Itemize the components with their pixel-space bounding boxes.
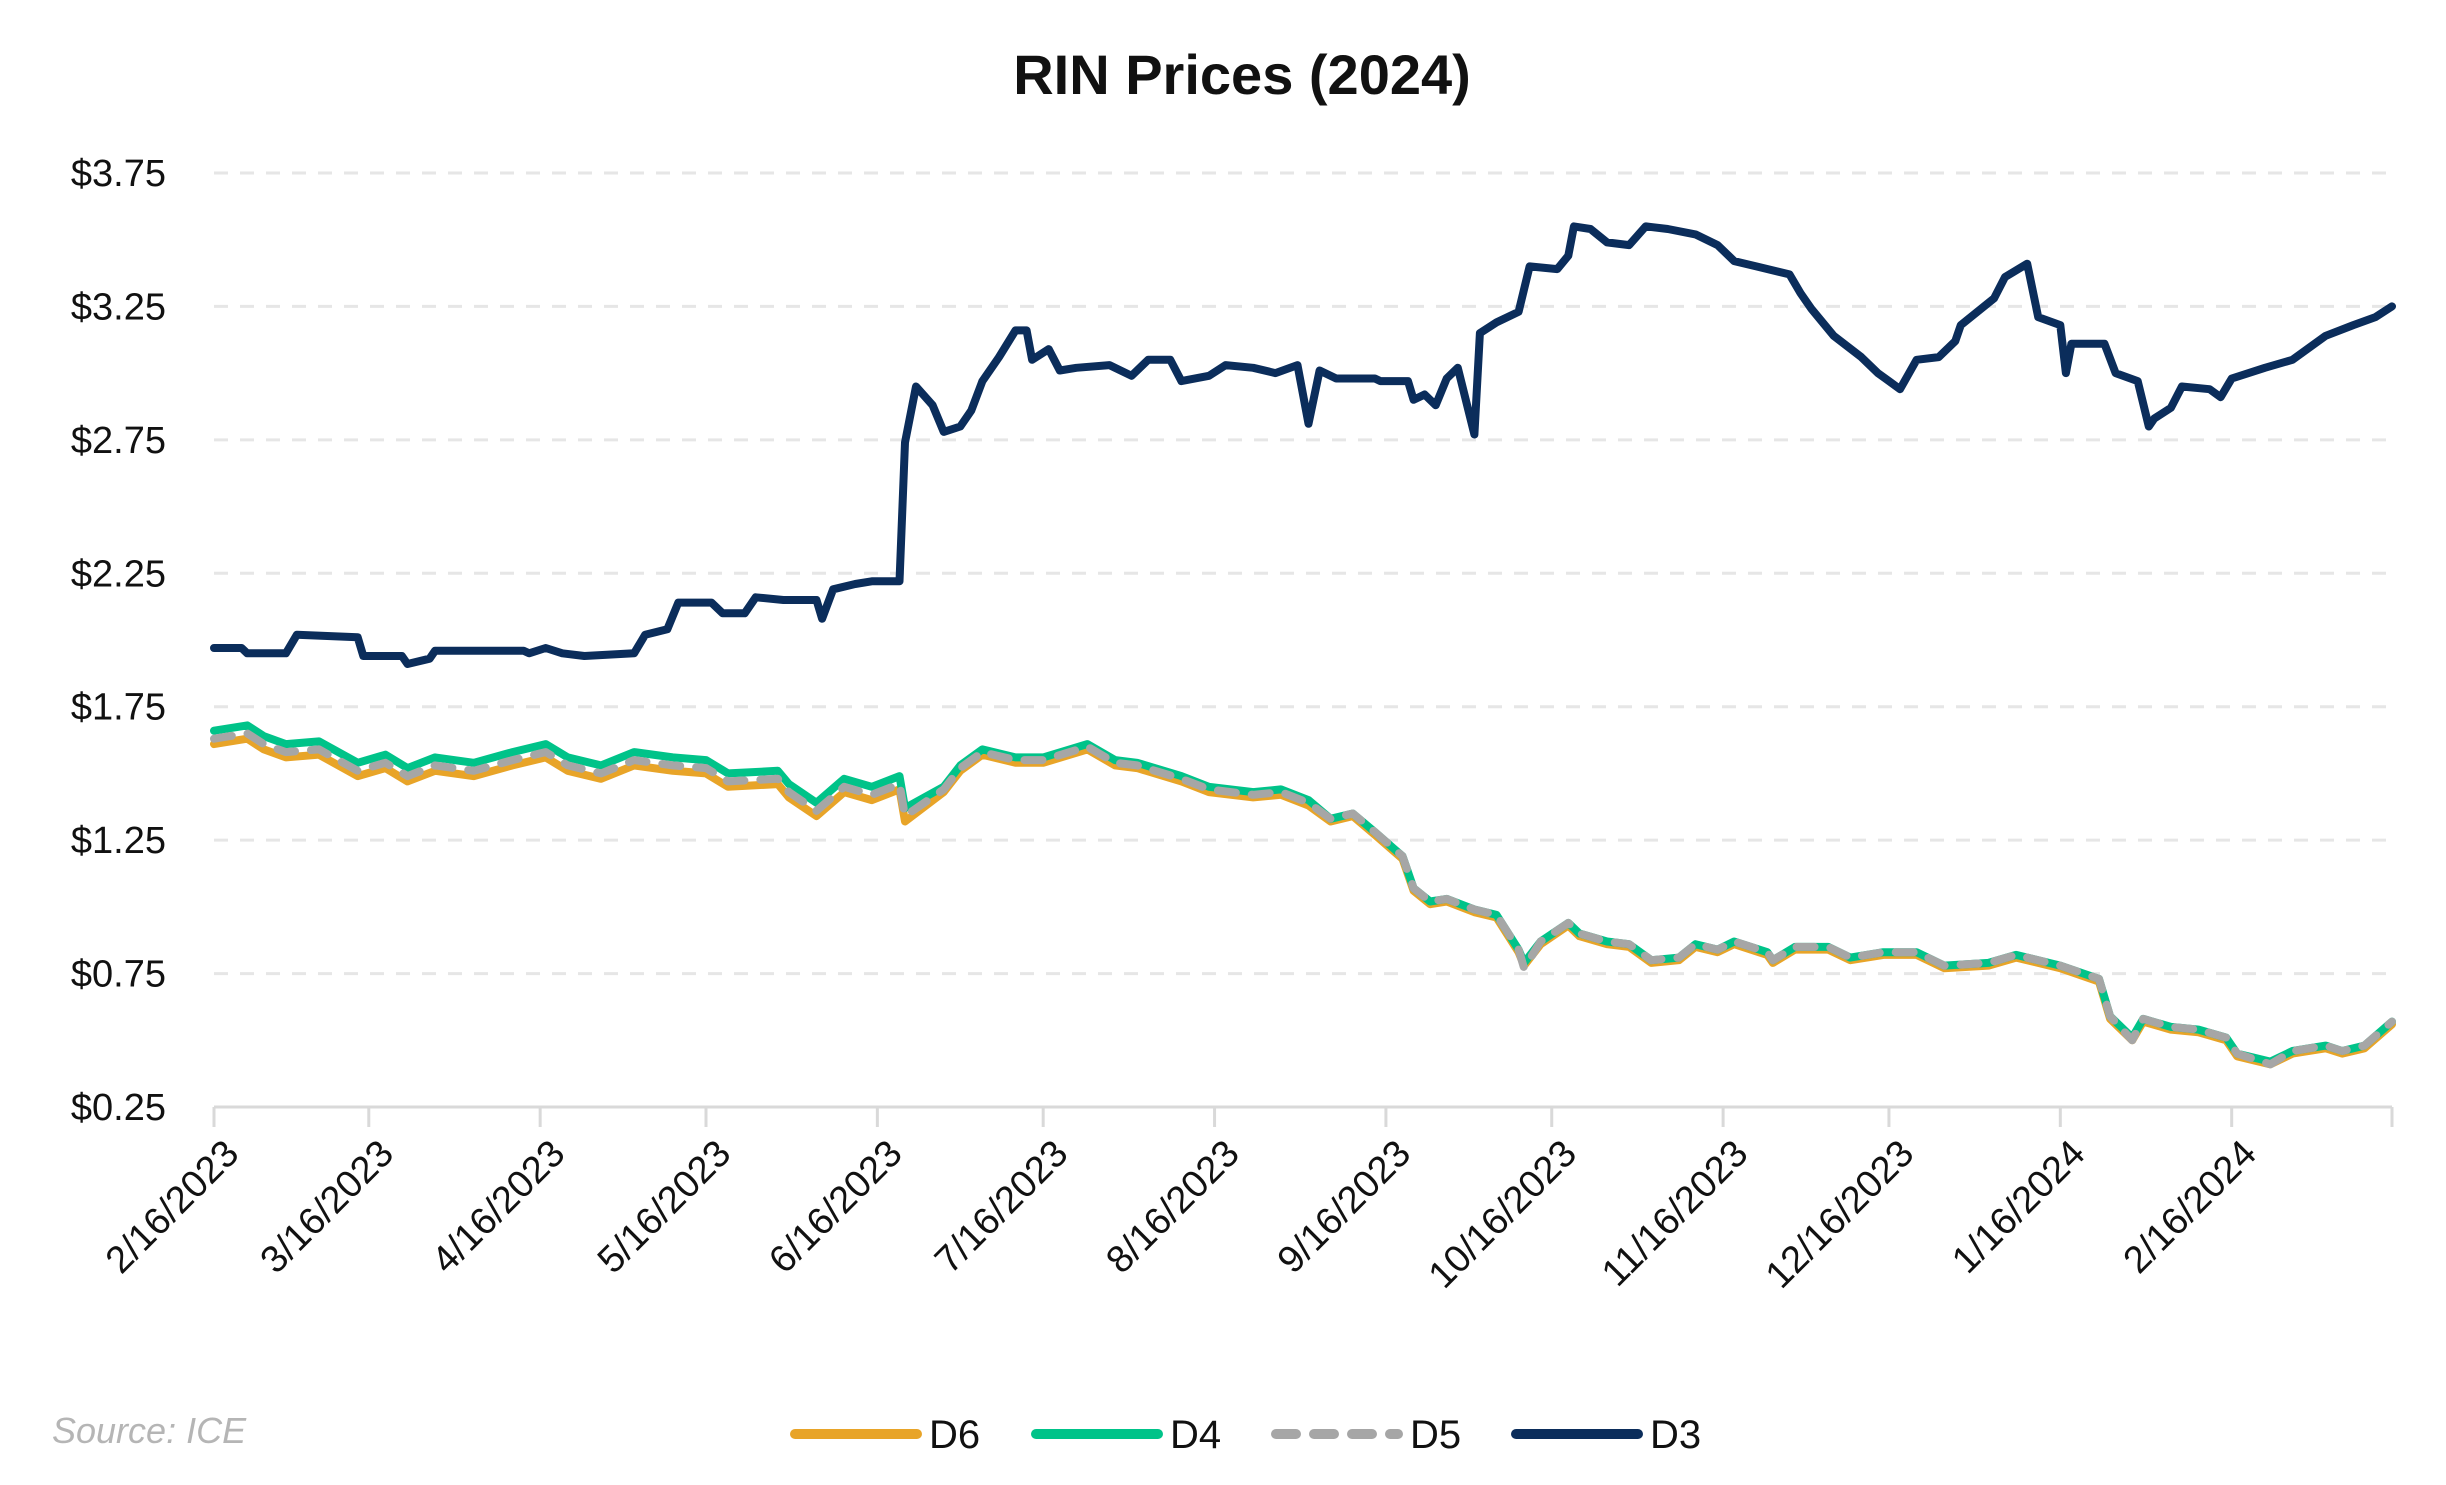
- x-tick-label: 8/16/2023: [1098, 1132, 1247, 1281]
- x-axis: 2/16/2023 3/16/2023 4/16/2023 5/16/2023 6/16…: [98, 1105, 2394, 1297]
- y-tick-label: $0.75: [71, 954, 166, 996]
- y-tick-label: $1.25: [71, 820, 166, 862]
- y-tick-label: $3.25: [71, 286, 166, 328]
- y-tick-label: $0.25: [71, 1087, 166, 1129]
- legend-label-d6: D6: [929, 1413, 980, 1457]
- y-axis: $0.25 $0.75 $1.25 $1.75 $2.25 $2.75 $3.25 $3.75: [71, 153, 166, 1129]
- legend-label-d3: D3: [1650, 1413, 1701, 1457]
- series-line-d4: [210, 721, 2396, 1066]
- x-tick-label: 10/16/2023: [1421, 1132, 1585, 1296]
- chart-title: RIN Prices (2024): [1013, 43, 1471, 106]
- gridlines: [214, 171, 2392, 976]
- y-tick-label: $1.75: [71, 687, 166, 729]
- x-tick-label: 12/16/2023: [1758, 1132, 1922, 1296]
- legend-label-d5: D5: [1410, 1413, 1461, 1457]
- x-tick-label: 2/16/2024: [2116, 1132, 2265, 1281]
- x-tick-label: 2/16/2023: [98, 1132, 247, 1281]
- x-tick-label: 11/16/2023: [1594, 1132, 1756, 1294]
- x-tick-label: 4/16/2023: [424, 1132, 573, 1281]
- series-lines: [210, 222, 2396, 1069]
- x-tick-label: 9/16/2023: [1270, 1132, 1419, 1281]
- y-tick-label: $2.25: [71, 553, 166, 595]
- y-tick-label: $3.75: [71, 153, 166, 195]
- source-note: Source: ICE: [52, 1410, 247, 1451]
- legend-label-d4: D4: [1170, 1413, 1221, 1457]
- x-tick-label: 3/16/2023: [253, 1132, 402, 1281]
- series-line-d6: [210, 734, 2396, 1069]
- series-line-d3: [210, 222, 2396, 668]
- x-tick-label: 5/16/2023: [590, 1132, 739, 1281]
- x-tick-label: 6/16/2023: [761, 1132, 910, 1281]
- legend: D6 D4 D5 D3: [790, 1413, 1701, 1457]
- series-line-d5: [210, 729, 2396, 1069]
- x-tick-label: 1/16/2024: [1944, 1132, 2093, 1281]
- y-tick-label: $2.75: [71, 420, 166, 462]
- x-tick-label: 7/16/2023: [927, 1132, 1076, 1281]
